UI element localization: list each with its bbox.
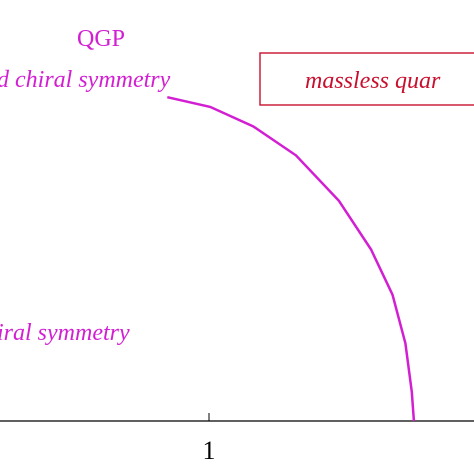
x-axis-tick-label-1: 1 (203, 436, 216, 465)
broken-chiral-symmetry-label: iral symmetry (0, 320, 130, 346)
massless-quarks-label: massless quar (305, 68, 441, 94)
phase-boundary-curve (167, 95, 416, 422)
qgp-label: QGP (77, 26, 125, 52)
restored-chiral-symmetry-label: d chiral symmetry (0, 67, 171, 93)
massless-quarks-box (259, 52, 474, 106)
